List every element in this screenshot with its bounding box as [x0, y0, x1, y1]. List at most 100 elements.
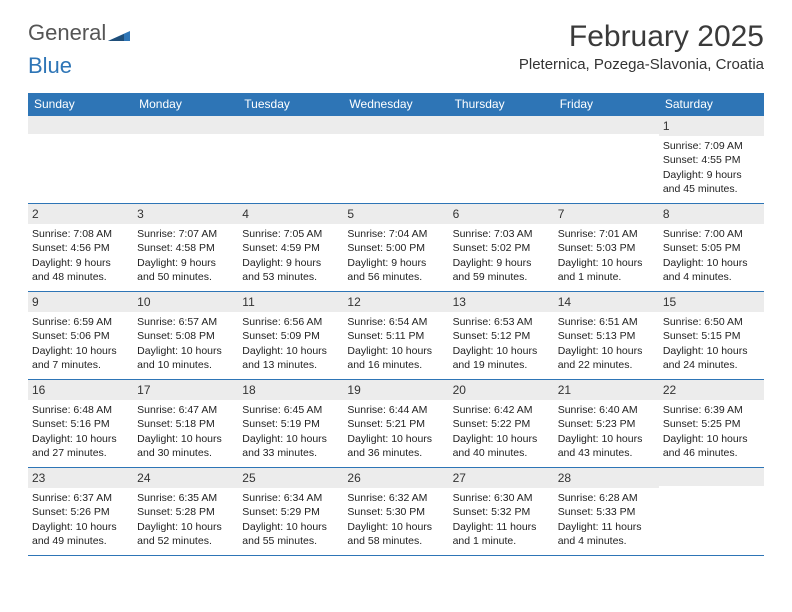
- calendar-week-row: 1Sunrise: 7:09 AMSunset: 4:55 PMDaylight…: [28, 116, 764, 204]
- daylight-text: and 24 minutes.: [663, 358, 758, 372]
- daylight-text: Daylight: 10 hours: [453, 344, 548, 358]
- daylight-text: and 40 minutes.: [453, 446, 548, 460]
- calendar-day-cell: [238, 116, 343, 204]
- daylight-text: and 13 minutes.: [242, 358, 337, 372]
- calendar-day-cell: 5Sunrise: 7:04 AMSunset: 5:00 PMDaylight…: [343, 204, 448, 292]
- sunrise-text: Sunrise: 6:50 AM: [663, 315, 758, 329]
- sunrise-text: Sunrise: 6:40 AM: [558, 403, 653, 417]
- calendar-day-cell: 14Sunrise: 6:51 AMSunset: 5:13 PMDayligh…: [554, 292, 659, 380]
- month-title: February 2025: [519, 20, 764, 54]
- sunrise-text: Sunrise: 6:57 AM: [137, 315, 232, 329]
- daylight-text: Daylight: 10 hours: [32, 432, 127, 446]
- sunrise-text: Sunrise: 6:56 AM: [242, 315, 337, 329]
- day-number: 5: [343, 204, 448, 224]
- daylight-text: Daylight: 9 hours: [137, 256, 232, 270]
- day-number: 26: [343, 468, 448, 488]
- calendar-day-cell: [449, 116, 554, 204]
- day-number: 11: [238, 292, 343, 312]
- day-number: 22: [659, 380, 764, 400]
- daylight-text: and 55 minutes.: [242, 534, 337, 548]
- day-number: 17: [133, 380, 238, 400]
- day-body: Sunrise: 6:59 AMSunset: 5:06 PMDaylight:…: [28, 312, 133, 376]
- sunrise-text: Sunrise: 6:45 AM: [242, 403, 337, 417]
- day-body: Sunrise: 7:00 AMSunset: 5:05 PMDaylight:…: [659, 224, 764, 288]
- calendar-day-cell: 24Sunrise: 6:35 AMSunset: 5:28 PMDayligh…: [133, 468, 238, 556]
- sunset-text: Sunset: 5:08 PM: [137, 329, 232, 343]
- day-number: 7: [554, 204, 659, 224]
- sunrise-text: Sunrise: 7:04 AM: [347, 227, 442, 241]
- day-body: Sunrise: 6:34 AMSunset: 5:29 PMDaylight:…: [238, 488, 343, 552]
- calendar-day-cell: 19Sunrise: 6:44 AMSunset: 5:21 PMDayligh…: [343, 380, 448, 468]
- sunset-text: Sunset: 4:58 PM: [137, 241, 232, 255]
- weekday-header: Sunday: [28, 93, 133, 116]
- day-number: 19: [343, 380, 448, 400]
- calendar-day-cell: 10Sunrise: 6:57 AMSunset: 5:08 PMDayligh…: [133, 292, 238, 380]
- day-body: Sunrise: 6:32 AMSunset: 5:30 PMDaylight:…: [343, 488, 448, 552]
- sunrise-text: Sunrise: 7:07 AM: [137, 227, 232, 241]
- sunset-text: Sunset: 5:22 PM: [453, 417, 548, 431]
- daylight-text: Daylight: 9 hours: [242, 256, 337, 270]
- daylight-text: and 45 minutes.: [663, 182, 758, 196]
- sunset-text: Sunset: 5:11 PM: [347, 329, 442, 343]
- calendar-day-cell: [28, 116, 133, 204]
- daylight-text: and 22 minutes.: [558, 358, 653, 372]
- day-number: [28, 116, 133, 134]
- daylight-text: Daylight: 9 hours: [453, 256, 548, 270]
- daylight-text: and 49 minutes.: [32, 534, 127, 548]
- calendar-day-cell: 7Sunrise: 7:01 AMSunset: 5:03 PMDaylight…: [554, 204, 659, 292]
- day-body: Sunrise: 7:05 AMSunset: 4:59 PMDaylight:…: [238, 224, 343, 288]
- day-number: 18: [238, 380, 343, 400]
- calendar-day-cell: 25Sunrise: 6:34 AMSunset: 5:29 PMDayligh…: [238, 468, 343, 556]
- sunset-text: Sunset: 5:15 PM: [663, 329, 758, 343]
- day-body: Sunrise: 7:08 AMSunset: 4:56 PMDaylight:…: [28, 224, 133, 288]
- calendar-day-cell: [133, 116, 238, 204]
- calendar-day-cell: 9Sunrise: 6:59 AMSunset: 5:06 PMDaylight…: [28, 292, 133, 380]
- day-number: [659, 468, 764, 486]
- day-body: Sunrise: 7:07 AMSunset: 4:58 PMDaylight:…: [133, 224, 238, 288]
- daylight-text: and 36 minutes.: [347, 446, 442, 460]
- day-body: Sunrise: 6:44 AMSunset: 5:21 PMDaylight:…: [343, 400, 448, 464]
- daylight-text: and 19 minutes.: [453, 358, 548, 372]
- day-body: Sunrise: 6:48 AMSunset: 5:16 PMDaylight:…: [28, 400, 133, 464]
- weekday-header: Friday: [554, 93, 659, 116]
- day-body: Sunrise: 6:51 AMSunset: 5:13 PMDaylight:…: [554, 312, 659, 376]
- daylight-text: Daylight: 10 hours: [558, 432, 653, 446]
- day-number: [238, 116, 343, 134]
- daylight-text: and 10 minutes.: [137, 358, 232, 372]
- sunrise-text: Sunrise: 7:03 AM: [453, 227, 548, 241]
- calendar-day-cell: 1Sunrise: 7:09 AMSunset: 4:55 PMDaylight…: [659, 116, 764, 204]
- daylight-text: Daylight: 10 hours: [137, 520, 232, 534]
- sunset-text: Sunset: 5:33 PM: [558, 505, 653, 519]
- daylight-text: and 1 minute.: [558, 270, 653, 284]
- day-number: 4: [238, 204, 343, 224]
- calendar-day-cell: 23Sunrise: 6:37 AMSunset: 5:26 PMDayligh…: [28, 468, 133, 556]
- day-number: 9: [28, 292, 133, 312]
- day-body: Sunrise: 6:28 AMSunset: 5:33 PMDaylight:…: [554, 488, 659, 552]
- calendar-day-cell: 11Sunrise: 6:56 AMSunset: 5:09 PMDayligh…: [238, 292, 343, 380]
- daylight-text: and 27 minutes.: [32, 446, 127, 460]
- sunset-text: Sunset: 4:56 PM: [32, 241, 127, 255]
- sunrise-text: Sunrise: 6:44 AM: [347, 403, 442, 417]
- day-number: 24: [133, 468, 238, 488]
- sunrise-text: Sunrise: 6:28 AM: [558, 491, 653, 505]
- day-body: Sunrise: 6:56 AMSunset: 5:09 PMDaylight:…: [238, 312, 343, 376]
- day-number: 6: [449, 204, 554, 224]
- daylight-text: and 7 minutes.: [32, 358, 127, 372]
- day-number: [449, 116, 554, 134]
- daylight-text: and 56 minutes.: [347, 270, 442, 284]
- sunrise-text: Sunrise: 6:42 AM: [453, 403, 548, 417]
- weekday-header: Thursday: [449, 93, 554, 116]
- daylight-text: and 59 minutes.: [453, 270, 548, 284]
- calendar-day-cell: 13Sunrise: 6:53 AMSunset: 5:12 PMDayligh…: [449, 292, 554, 380]
- sunrise-text: Sunrise: 6:32 AM: [347, 491, 442, 505]
- sunset-text: Sunset: 5:19 PM: [242, 417, 337, 431]
- sunrise-text: Sunrise: 7:05 AM: [242, 227, 337, 241]
- day-number: 10: [133, 292, 238, 312]
- day-body: Sunrise: 6:40 AMSunset: 5:23 PMDaylight:…: [554, 400, 659, 464]
- daylight-text: Daylight: 10 hours: [663, 344, 758, 358]
- day-body: Sunrise: 7:04 AMSunset: 5:00 PMDaylight:…: [343, 224, 448, 288]
- daylight-text: Daylight: 10 hours: [347, 520, 442, 534]
- weekday-header: Wednesday: [343, 93, 448, 116]
- sunrise-text: Sunrise: 7:09 AM: [663, 139, 758, 153]
- day-body: Sunrise: 6:39 AMSunset: 5:25 PMDaylight:…: [659, 400, 764, 464]
